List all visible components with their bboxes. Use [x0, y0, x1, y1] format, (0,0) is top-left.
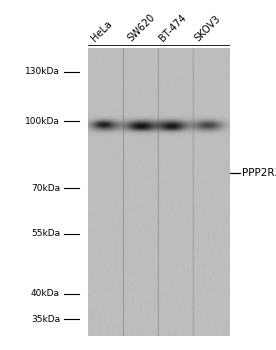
Text: SW620: SW620 — [126, 12, 157, 43]
Text: BT-474: BT-474 — [157, 13, 188, 43]
Text: PPP2R3B: PPP2R3B — [242, 168, 276, 178]
Text: HeLa: HeLa — [90, 19, 115, 43]
Text: SKOV3: SKOV3 — [193, 14, 223, 43]
Text: 35kDa: 35kDa — [31, 315, 60, 324]
Text: 55kDa: 55kDa — [31, 229, 60, 238]
Text: 130kDa: 130kDa — [25, 67, 60, 76]
Text: 70kDa: 70kDa — [31, 184, 60, 193]
Text: 40kDa: 40kDa — [31, 289, 60, 299]
Text: 100kDa: 100kDa — [25, 117, 60, 126]
